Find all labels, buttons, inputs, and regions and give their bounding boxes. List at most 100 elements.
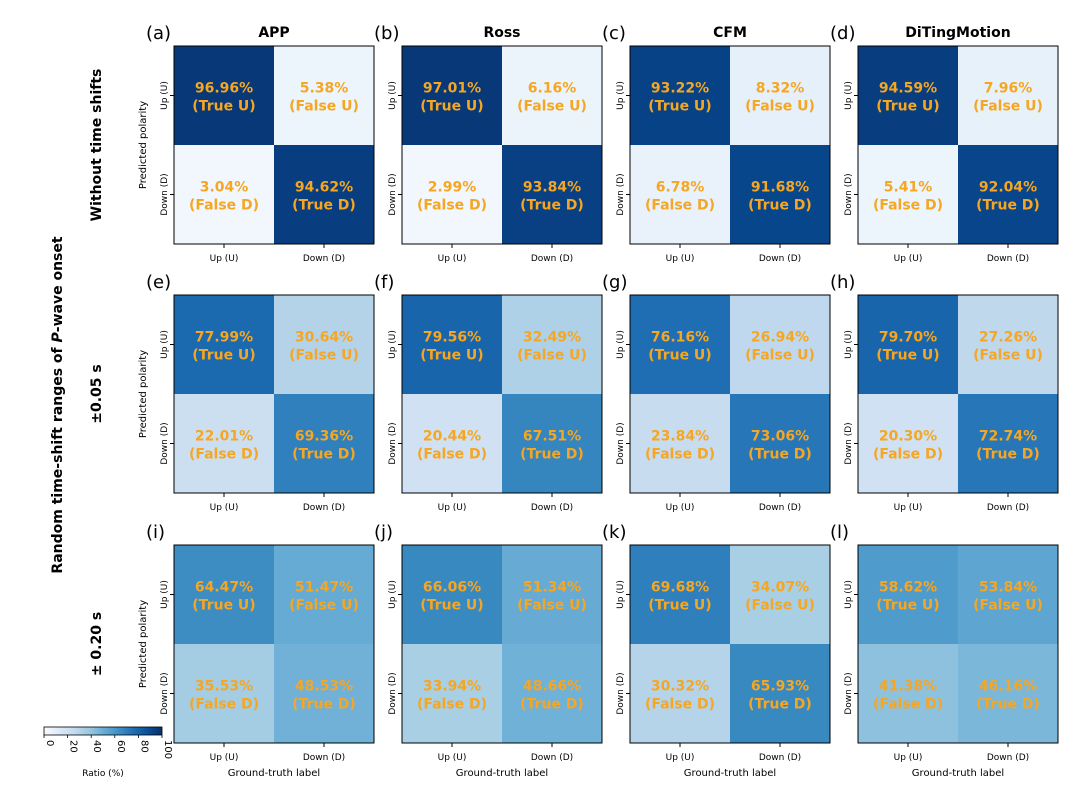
- panel-letter: (i): [146, 522, 165, 543]
- x-tick-label: Up (U): [666, 753, 695, 763]
- cell-value-label: 34.07%: [751, 580, 809, 596]
- heatmap-cell: [630, 394, 730, 493]
- cell-value-label: 94.59%: [879, 81, 937, 97]
- colorbar-tick-label: 0: [44, 740, 55, 746]
- cell-value-label: 79.70%: [879, 330, 937, 346]
- heatmap-panel: (h) 79.70% (True U) 27.26% (False U) 20.30% (F…: [830, 272, 1059, 513]
- heatmap-cell: [958, 145, 1058, 244]
- cell-category-label: (True D): [976, 198, 1040, 214]
- figure-labels: Random time-shift ranges of P-wave onset…: [50, 25, 1011, 676]
- y-tick-label: Up (U): [388, 81, 398, 110]
- colorbar: 0 20 40 60 80 100 Ratio (%): [43, 726, 173, 779]
- cell-category-label: (False U): [517, 99, 587, 115]
- panel-frame: [629, 544, 831, 744]
- colorbar-tick-label: 100: [162, 740, 173, 759]
- cell-category-label: (False U): [973, 348, 1043, 364]
- x-tick-label: Down (D): [987, 503, 1029, 513]
- cell-category-label: (False U): [517, 348, 587, 364]
- y-tick-label: Up (U): [160, 580, 170, 609]
- cell-category-label: (True D): [520, 697, 584, 713]
- cell-category-label: (True D): [976, 447, 1040, 463]
- heatmap-cell: [174, 545, 274, 644]
- y-tick-label: Down (D): [616, 672, 626, 714]
- y-tick-label: Up (U): [616, 81, 626, 110]
- heatmap-cell: [730, 644, 830, 743]
- cell-category-label: (True D): [520, 447, 584, 463]
- cell-category-label: (True D): [292, 697, 356, 713]
- cell-category-label: (True U): [192, 99, 255, 115]
- heatmap-cell: [502, 545, 602, 644]
- cell-category-label: (False U): [745, 348, 815, 364]
- heatmap-cell: [174, 145, 274, 244]
- heatmap-cell: [502, 644, 602, 743]
- x-tick-label: Down (D): [303, 254, 345, 264]
- x-tick-label: Down (D): [759, 503, 801, 513]
- cell-value-label: 20.44%: [423, 429, 481, 445]
- y-tick-label: Down (D): [844, 422, 854, 464]
- cell-category-label: (True D): [748, 198, 812, 214]
- cell-category-label: (True D): [748, 697, 812, 713]
- colorbar-tick-label: 40: [91, 740, 102, 753]
- panel-frame: [173, 294, 375, 494]
- heatmap-cell: [958, 46, 1058, 145]
- heatmap-panel: (g) 76.16% (True U) 26.94% (False U) 23.84% (F…: [602, 272, 831, 513]
- x-tick-label: Up (U): [666, 503, 695, 513]
- cell-category-label: (False D): [645, 447, 715, 463]
- heatmap-cell: [402, 295, 502, 394]
- y-tick-label: Down (D): [844, 173, 854, 215]
- y-super-label-part: -wave onset: [50, 236, 66, 332]
- cell-value-label: 73.06%: [751, 429, 809, 445]
- panel-letter: (j): [374, 522, 393, 543]
- cell-value-label: 41.38%: [879, 679, 937, 695]
- x-tick-label: Up (U): [438, 503, 467, 513]
- cell-category-label: (True U): [192, 348, 255, 364]
- x-tick-label: Up (U): [894, 753, 923, 763]
- cell-category-label: (True U): [876, 99, 939, 115]
- y-tick-label: Down (D): [616, 422, 626, 464]
- heatmap-cell: [958, 644, 1058, 743]
- cell-category-label: (True D): [292, 198, 356, 214]
- x-tick-label: Up (U): [210, 753, 239, 763]
- y-tick-label: Down (D): [160, 672, 170, 714]
- cell-value-label: 22.01%: [195, 429, 253, 445]
- heatmap-cell: [402, 394, 502, 493]
- y-tick-label: Up (U): [616, 580, 626, 609]
- heatmap-cell: [858, 295, 958, 394]
- cell-value-label: 51.47%: [295, 580, 353, 596]
- colorbar-tick-label: 80: [138, 740, 149, 753]
- column-title: APP: [258, 25, 289, 41]
- cell-category-label: (True D): [976, 697, 1040, 713]
- cell-value-label: 32.49%: [523, 330, 581, 346]
- colorbar-bar: [43, 726, 163, 736]
- heatmap-panel: (e) 77.99% (True U) 30.64% (False U) 22.01% (F…: [138, 272, 375, 513]
- cell-value-label: 35.53%: [195, 679, 253, 695]
- heatmap-cell: [174, 46, 274, 145]
- heatmap-cell: [630, 145, 730, 244]
- cell-category-label: (False D): [417, 198, 487, 214]
- panel-letter: (h): [830, 272, 855, 293]
- column-title: Ross: [483, 25, 520, 41]
- heatmap-cell: [630, 46, 730, 145]
- y-axis-label: Predicted polarity: [138, 350, 149, 438]
- heatmap-cell: [730, 46, 830, 145]
- heatmap-panel: (j) 66.06% (True U) 51.34% (False U) 33.94% (F…: [374, 522, 603, 779]
- heatmap-cell: [630, 545, 730, 644]
- cell-value-label: 2.99%: [428, 180, 477, 196]
- cell-category-label: (False D): [189, 198, 259, 214]
- cell-category-label: (False D): [417, 697, 487, 713]
- cell-value-label: 67.51%: [523, 429, 581, 445]
- panel-frame: [857, 45, 1059, 245]
- x-tick-label: Down (D): [531, 753, 573, 763]
- cell-value-label: 5.38%: [300, 81, 349, 97]
- column-title: CFM: [713, 25, 747, 41]
- x-tick-label: Down (D): [987, 753, 1029, 763]
- cell-value-label: 65.93%: [751, 679, 809, 695]
- heatmap-cell: [174, 295, 274, 394]
- colorbar-tick-label: 60: [115, 740, 126, 753]
- row-label: ±0.05 s: [89, 364, 105, 423]
- cell-category-label: (False D): [189, 447, 259, 463]
- cell-category-label: (False D): [645, 697, 715, 713]
- y-super-label: Random time-shift ranges of P-wave onset: [50, 236, 66, 573]
- cell-value-label: 96.96%: [195, 81, 253, 97]
- heatmap-cell: [630, 644, 730, 743]
